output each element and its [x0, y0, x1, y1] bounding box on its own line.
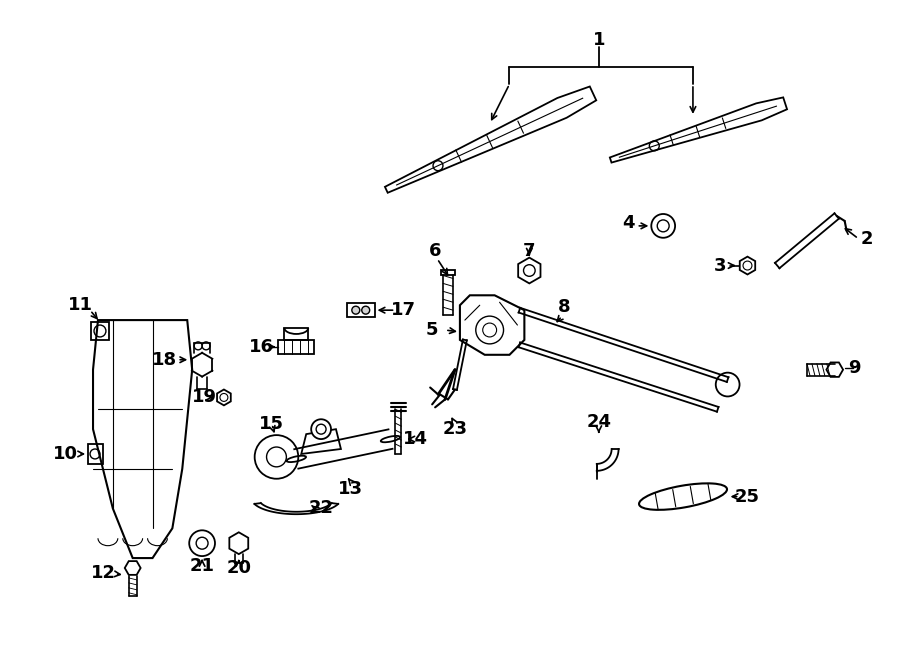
Bar	[278, 340, 314, 354]
Circle shape	[362, 306, 370, 314]
Text: 2: 2	[860, 230, 873, 248]
Bar	[88, 444, 103, 464]
Text: 24: 24	[586, 413, 611, 431]
Text: 6: 6	[429, 242, 441, 260]
Text: 20: 20	[226, 559, 251, 577]
Circle shape	[189, 530, 215, 556]
Text: 11: 11	[68, 296, 93, 314]
Text: 22: 22	[309, 500, 334, 518]
Text: 14: 14	[403, 430, 427, 448]
Bar	[284, 328, 308, 340]
Text: 15: 15	[259, 415, 284, 433]
Text: 17: 17	[391, 301, 416, 319]
Text: 8: 8	[558, 298, 571, 316]
Text: 5: 5	[426, 321, 438, 339]
Text: 16: 16	[249, 338, 274, 356]
Text: 13: 13	[338, 480, 364, 498]
Circle shape	[652, 214, 675, 238]
Text: 23: 23	[443, 420, 467, 438]
Text: 7: 7	[523, 242, 536, 260]
Bar	[346, 303, 374, 317]
Text: 10: 10	[53, 445, 77, 463]
Circle shape	[255, 435, 298, 479]
Text: 19: 19	[192, 389, 217, 407]
Text: 9: 9	[849, 359, 860, 377]
Text: 25: 25	[735, 488, 760, 506]
Circle shape	[352, 306, 360, 314]
Text: 1: 1	[592, 32, 605, 50]
Text: 3: 3	[714, 256, 726, 274]
Bar	[441, 270, 455, 276]
Text: 12: 12	[90, 564, 115, 582]
Text: 21: 21	[190, 557, 214, 575]
Text: 18: 18	[152, 351, 177, 369]
Bar	[91, 322, 109, 340]
Text: 4: 4	[622, 214, 634, 232]
Circle shape	[311, 419, 331, 439]
